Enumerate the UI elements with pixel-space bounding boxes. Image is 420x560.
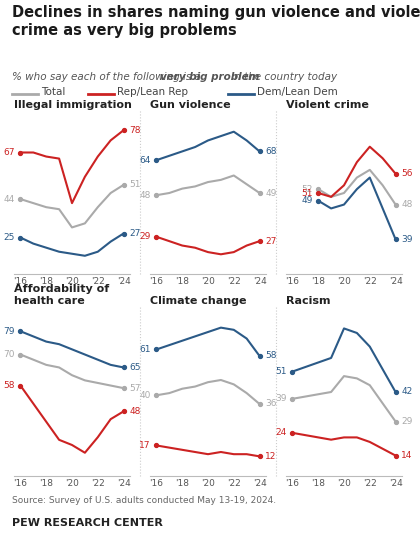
Text: 17: 17: [139, 441, 151, 450]
Text: Total: Total: [41, 87, 66, 97]
Text: 51: 51: [301, 189, 312, 198]
Text: Climate change: Climate change: [150, 296, 247, 306]
Text: 52: 52: [301, 185, 312, 194]
Text: Gun violence: Gun violence: [150, 100, 231, 110]
Text: 25: 25: [3, 233, 15, 242]
Text: 68: 68: [265, 147, 277, 156]
Text: 27: 27: [265, 237, 276, 246]
Text: 78: 78: [129, 126, 141, 135]
Text: 42: 42: [401, 388, 412, 396]
Text: 56: 56: [401, 169, 412, 178]
Text: PEW RESEARCH CENTER: PEW RESEARCH CENTER: [12, 518, 163, 528]
Text: Violent crime: Violent crime: [286, 100, 369, 110]
Text: 51: 51: [276, 367, 287, 376]
Text: 48: 48: [129, 407, 140, 416]
Text: Rep/Lean Rep: Rep/Lean Rep: [117, 87, 188, 97]
Text: 58: 58: [265, 352, 277, 361]
Text: 36: 36: [265, 399, 277, 408]
Text: 58: 58: [3, 381, 15, 390]
Text: 48: 48: [401, 200, 412, 209]
Text: 27: 27: [129, 229, 140, 238]
Text: 29: 29: [401, 417, 412, 426]
Text: in the country today: in the country today: [228, 72, 337, 82]
Text: 64: 64: [139, 156, 151, 165]
Text: 61: 61: [139, 345, 151, 354]
Text: 57: 57: [129, 384, 141, 393]
Text: 67: 67: [3, 148, 15, 157]
Text: 29: 29: [139, 232, 151, 241]
Text: Racism: Racism: [286, 296, 331, 306]
Text: Illegal immigration: Illegal immigration: [14, 100, 132, 110]
Text: 40: 40: [139, 391, 151, 400]
Text: % who say each of the following is a: % who say each of the following is a: [12, 72, 204, 82]
Text: 12: 12: [265, 452, 276, 461]
Text: Affordability of
health care: Affordability of health care: [14, 284, 109, 306]
Text: 49: 49: [301, 196, 312, 205]
Text: 14: 14: [401, 451, 412, 460]
Text: 79: 79: [3, 327, 15, 336]
Text: Dem/Lean Dem: Dem/Lean Dem: [257, 87, 338, 97]
Text: very big problem: very big problem: [160, 72, 260, 82]
Text: 39: 39: [401, 235, 412, 244]
Text: 24: 24: [276, 428, 287, 437]
Text: 39: 39: [276, 394, 287, 403]
Text: Source: Survey of U.S. adults conducted May 13-19, 2024.: Source: Survey of U.S. adults conducted …: [12, 496, 276, 505]
Text: 51: 51: [129, 180, 141, 189]
Text: 70: 70: [3, 350, 15, 359]
Text: 44: 44: [4, 194, 15, 204]
Text: 65: 65: [129, 363, 141, 372]
Text: Declines in shares naming gun violence and violent
crime as very big problems: Declines in shares naming gun violence a…: [12, 5, 420, 38]
Text: 48: 48: [139, 191, 151, 200]
Text: 49: 49: [265, 189, 276, 198]
